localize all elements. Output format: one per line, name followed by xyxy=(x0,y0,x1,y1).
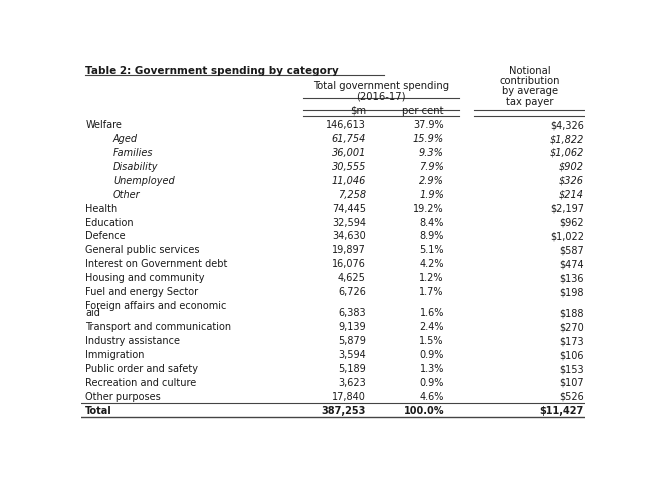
Text: $270: $270 xyxy=(559,323,584,332)
Text: 34,630: 34,630 xyxy=(332,231,366,242)
Text: $153: $153 xyxy=(560,364,584,374)
Text: Other purposes: Other purposes xyxy=(85,392,161,402)
Text: Disability: Disability xyxy=(113,162,159,172)
Text: 9.3%: 9.3% xyxy=(419,148,444,158)
Text: 4.6%: 4.6% xyxy=(420,392,444,402)
Text: 387,253: 387,253 xyxy=(322,406,366,416)
Text: 37.9%: 37.9% xyxy=(413,120,444,130)
Text: $4,326: $4,326 xyxy=(550,120,584,130)
Text: 1.7%: 1.7% xyxy=(419,287,444,297)
Text: $173: $173 xyxy=(560,336,584,346)
Text: 5,879: 5,879 xyxy=(338,336,366,346)
Text: 17,840: 17,840 xyxy=(332,392,366,402)
Text: $107: $107 xyxy=(560,378,584,388)
Text: 1.5%: 1.5% xyxy=(419,336,444,346)
Text: Unemployed: Unemployed xyxy=(113,176,175,186)
Text: 11,046: 11,046 xyxy=(332,176,366,186)
Text: Fuel and energy Sector: Fuel and energy Sector xyxy=(85,287,198,297)
Text: 36,001: 36,001 xyxy=(332,148,366,158)
Text: Transport and communication: Transport and communication xyxy=(85,323,231,332)
Text: $m: $m xyxy=(350,105,366,116)
Text: aid: aid xyxy=(85,308,100,319)
Text: Notional: Notional xyxy=(509,66,551,76)
Text: 4.2%: 4.2% xyxy=(419,259,444,269)
Text: $474: $474 xyxy=(560,259,584,269)
Text: tax payer: tax payer xyxy=(506,97,553,106)
Text: $136: $136 xyxy=(560,273,584,283)
Text: 4,625: 4,625 xyxy=(338,273,366,283)
Text: 100.0%: 100.0% xyxy=(404,406,444,416)
Text: Immigration: Immigration xyxy=(85,350,145,360)
Text: 19,897: 19,897 xyxy=(332,245,366,255)
Text: contribution: contribution xyxy=(499,76,560,86)
Text: 0.9%: 0.9% xyxy=(420,350,444,360)
Text: 8.4%: 8.4% xyxy=(420,218,444,227)
Text: $902: $902 xyxy=(559,162,584,172)
Text: 6,726: 6,726 xyxy=(338,287,366,297)
Text: Other: Other xyxy=(113,190,140,200)
Text: 8.9%: 8.9% xyxy=(420,231,444,242)
Text: Total: Total xyxy=(85,406,112,416)
Text: $326: $326 xyxy=(559,176,584,186)
Text: Public order and safety: Public order and safety xyxy=(85,364,198,374)
Text: Total government spending: Total government spending xyxy=(313,81,449,91)
Text: 1.3%: 1.3% xyxy=(420,364,444,374)
Text: 9,139: 9,139 xyxy=(338,323,366,332)
Text: Families: Families xyxy=(113,148,153,158)
Text: $587: $587 xyxy=(559,245,584,255)
Text: $11,427: $11,427 xyxy=(540,406,584,416)
Text: Welfare: Welfare xyxy=(85,120,122,130)
Text: 146,613: 146,613 xyxy=(326,120,366,130)
Text: $198: $198 xyxy=(560,287,584,297)
Text: 1.2%: 1.2% xyxy=(419,273,444,283)
Text: 7.9%: 7.9% xyxy=(419,162,444,172)
Text: Housing and community: Housing and community xyxy=(85,273,205,283)
Text: Industry assistance: Industry assistance xyxy=(85,336,180,346)
Text: 3,594: 3,594 xyxy=(338,350,366,360)
Text: 1.6%: 1.6% xyxy=(420,308,444,319)
Text: per cent: per cent xyxy=(402,105,444,116)
Text: $1,022: $1,022 xyxy=(550,231,584,242)
Text: $106: $106 xyxy=(560,350,584,360)
Text: 7,258: 7,258 xyxy=(338,190,366,200)
Text: 0.9%: 0.9% xyxy=(420,378,444,388)
Text: 61,754: 61,754 xyxy=(332,134,366,144)
Text: by average: by average xyxy=(502,86,558,96)
Text: 5.1%: 5.1% xyxy=(419,245,444,255)
Text: 2.9%: 2.9% xyxy=(419,176,444,186)
Text: Aged: Aged xyxy=(113,134,138,144)
Text: Table 2: Government spending by category: Table 2: Government spending by category xyxy=(85,66,339,76)
Text: (2016-17): (2016-17) xyxy=(356,92,406,102)
Text: General public services: General public services xyxy=(85,245,200,255)
Text: Defence: Defence xyxy=(85,231,126,242)
Text: Interest on Government debt: Interest on Government debt xyxy=(85,259,228,269)
Text: 6,383: 6,383 xyxy=(338,308,366,319)
Text: Recreation and culture: Recreation and culture xyxy=(85,378,196,388)
Text: $1,062: $1,062 xyxy=(550,148,584,158)
Text: 32,594: 32,594 xyxy=(332,218,366,227)
Text: 2.4%: 2.4% xyxy=(419,323,444,332)
Text: $526: $526 xyxy=(559,392,584,402)
Text: 74,445: 74,445 xyxy=(332,203,366,214)
Text: 16,076: 16,076 xyxy=(332,259,366,269)
Text: 3,623: 3,623 xyxy=(338,378,366,388)
Text: $2,197: $2,197 xyxy=(550,203,584,214)
Text: Foreign affairs and economic: Foreign affairs and economic xyxy=(85,301,227,311)
Text: $188: $188 xyxy=(560,308,584,319)
Text: $962: $962 xyxy=(560,218,584,227)
Text: $1,822: $1,822 xyxy=(550,134,584,144)
Text: 1.9%: 1.9% xyxy=(419,190,444,200)
Text: 30,555: 30,555 xyxy=(332,162,366,172)
Text: Education: Education xyxy=(85,218,134,227)
Text: 19.2%: 19.2% xyxy=(413,203,444,214)
Text: 15.9%: 15.9% xyxy=(413,134,444,144)
Text: Health: Health xyxy=(85,203,118,214)
Text: 5,189: 5,189 xyxy=(338,364,366,374)
Text: $214: $214 xyxy=(559,190,584,200)
